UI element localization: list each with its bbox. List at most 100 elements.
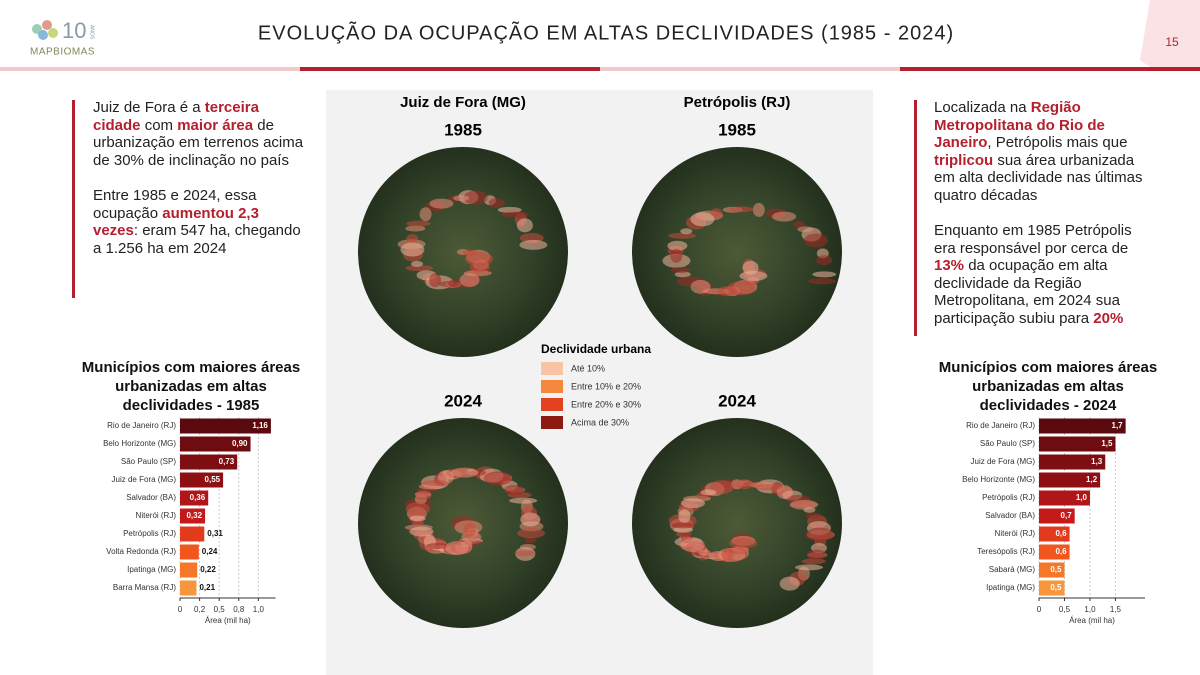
urban-patch — [405, 265, 434, 272]
category-label: Juiz de Fora (MG) — [971, 457, 1036, 466]
urban-patch — [421, 480, 450, 487]
legend-label: Até 10% — [571, 363, 605, 373]
urban-patch — [755, 484, 784, 491]
left-text: Juiz de Fora é a terceira cidade com mai… — [93, 99, 305, 275]
legend-swatch — [541, 362, 563, 375]
urban-patch — [400, 242, 425, 257]
urban-patch — [668, 232, 697, 239]
value-label: 0,32 — [186, 511, 202, 520]
bar — [180, 562, 198, 578]
text: com — [140, 116, 178, 134]
value-label: 0,55 — [205, 475, 221, 484]
urban-patch — [729, 206, 754, 213]
value-label: 0,90 — [232, 439, 248, 448]
urban-patch — [509, 497, 538, 504]
legend-label: Entre 10% e 20% — [571, 381, 641, 391]
x-tick-label: 1,0 — [253, 605, 265, 614]
page-tab — [1140, 0, 1200, 67]
value-label: 0,73 — [219, 457, 235, 466]
urban-patch — [429, 273, 442, 288]
x-axis-label: Área (mil ha) — [205, 616, 251, 625]
text: : eram 547 ha, chegando a 1.256 ha em 20… — [93, 222, 301, 257]
urban-patch — [465, 251, 494, 266]
legend: Até 10% Entre 10% e 20% Entre 20% e 30% Aci… — [541, 362, 641, 429]
bar — [180, 454, 238, 470]
bar — [1039, 472, 1101, 488]
urban-patch — [469, 262, 490, 273]
text: , Petrópolis mais que — [987, 134, 1128, 151]
urban-patch — [501, 211, 530, 218]
x-tick-label: 0,8 — [233, 605, 245, 614]
map-urban — [668, 479, 835, 591]
bar — [180, 436, 251, 452]
map-city: Petrópolis (RJ) — [684, 94, 791, 111]
bar — [180, 544, 199, 560]
category-label: Belo Horizonte (MG) — [103, 439, 176, 448]
urban-patch — [463, 190, 488, 205]
urban-patch — [488, 197, 505, 208]
urban-patch — [463, 522, 476, 537]
urban-patch — [736, 479, 753, 490]
urban-patch — [671, 522, 696, 529]
urban-patch — [425, 542, 450, 549]
urban-patch — [670, 248, 683, 263]
category-label: Salvador (BA) — [126, 493, 176, 502]
urban-patch — [520, 512, 541, 527]
urban-patch — [721, 548, 734, 563]
highlight-text: Região Metropolitana do Rio de Janeiro — [934, 99, 1105, 151]
urban-patch — [497, 206, 522, 213]
right-text: Localizada na Região Metropolitana do Ri… — [934, 99, 1156, 345]
urban-patch — [519, 239, 548, 250]
urban-patch — [789, 499, 818, 510]
value-label: 0,36 — [190, 493, 206, 502]
urban-patch — [673, 526, 694, 533]
logo-number: 10 — [62, 18, 86, 43]
urban-patch — [670, 267, 691, 274]
paragraph: Juiz de Fora é a terceira cidade com mai… — [93, 99, 305, 169]
category-label: Ipatinga (MG) — [127, 565, 176, 574]
maps — [358, 147, 842, 628]
value-label: 1,16 — [252, 421, 268, 430]
value-label: 0,31 — [207, 529, 223, 538]
category-label: Petrópolis (RJ) — [982, 493, 1035, 502]
value-label: 1,2 — [1086, 475, 1098, 484]
slide-title: EVOLUÇÃO DA OCUPAÇÃO EM ALTAS DECLIVIDAD… — [258, 20, 954, 44]
urban-patch — [729, 538, 758, 549]
legend-swatch — [541, 380, 563, 393]
category-label: Salvador (BA) — [985, 511, 1035, 520]
urban-patch — [483, 471, 512, 486]
value-label: 0,6 — [1055, 529, 1067, 538]
urban-patch — [803, 233, 828, 248]
logo-mark — [32, 20, 58, 40]
urban-patch — [739, 270, 768, 281]
value-label: 1,5 — [1101, 439, 1113, 448]
category-label: Belo Horizonte (MG) — [962, 475, 1035, 484]
bar — [1039, 454, 1106, 470]
x-tick-label: 1,0 — [1084, 605, 1096, 614]
x-tick-label: 0 — [1037, 605, 1042, 614]
urban-patch — [415, 489, 432, 500]
category-label: Teresópolis (RJ) — [977, 547, 1035, 556]
x-tick-label: 0,5 — [214, 605, 226, 614]
urban-patch — [752, 202, 765, 217]
urban-patch — [406, 234, 419, 245]
bar — [1039, 490, 1090, 506]
value-label: 0,7 — [1061, 511, 1073, 520]
highlight-text: maior área — [177, 116, 254, 134]
bar — [180, 526, 205, 542]
x-tick-label: 0 — [178, 605, 183, 614]
text-accent-bar — [914, 100, 917, 336]
category-label: Rio de Janeiro (RJ) — [107, 421, 176, 430]
value-label: 1,0 — [1076, 493, 1088, 502]
chart-title: Municípios com maiores áreas urbanizadas… — [81, 359, 301, 414]
urban-patch — [411, 520, 424, 527]
map-year: 2024 — [444, 391, 482, 410]
bar — [180, 580, 197, 596]
map-city: Juiz de Fora (MG) — [400, 94, 526, 111]
urban-patch — [690, 212, 715, 227]
category-label: Juiz de Fora (MG) — [112, 475, 177, 484]
paragraph: Enquanto em 1985 Petrópolis era responsá… — [934, 222, 1156, 327]
text: Localizada na — [934, 99, 1031, 116]
urban-patch — [445, 541, 470, 556]
urban-patch — [812, 271, 837, 278]
